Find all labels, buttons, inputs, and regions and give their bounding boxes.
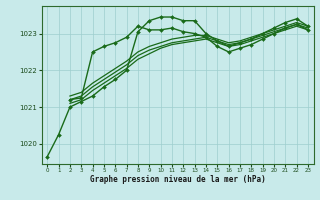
X-axis label: Graphe pression niveau de la mer (hPa): Graphe pression niveau de la mer (hPa) [90, 175, 266, 184]
